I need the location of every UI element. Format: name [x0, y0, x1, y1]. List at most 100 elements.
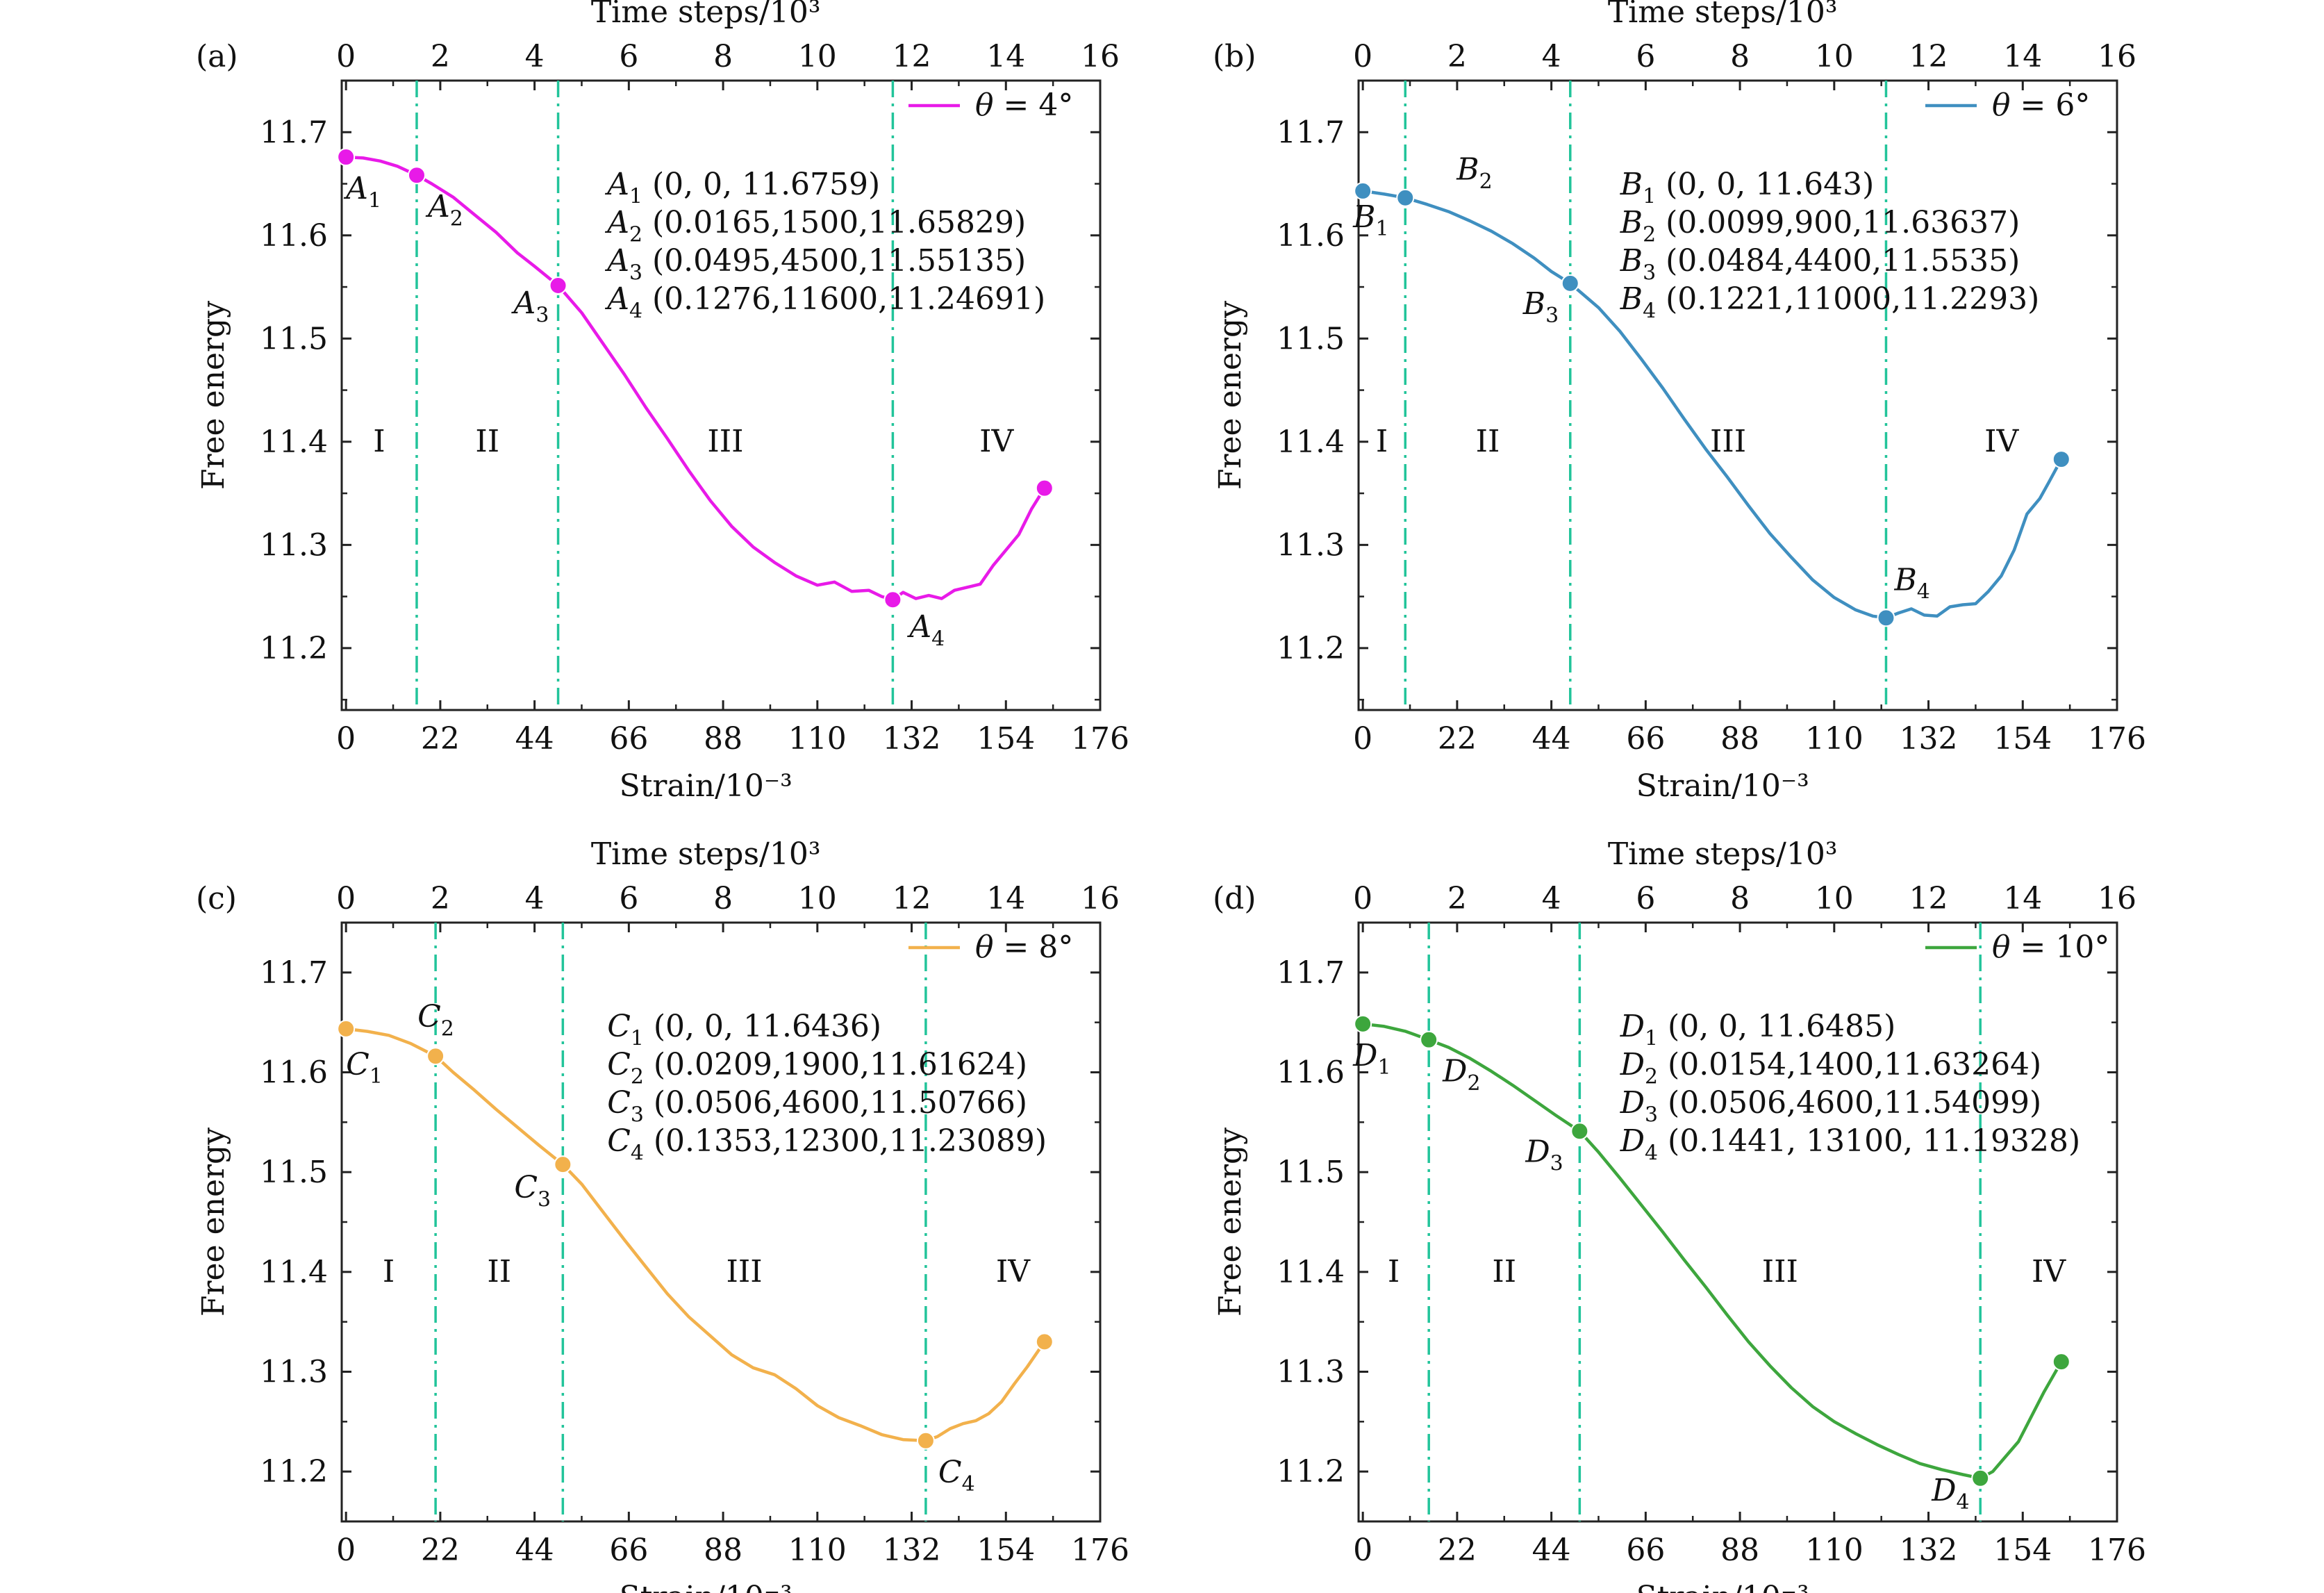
annotation-line: A4 (0.1276,11600,11.24691)	[604, 281, 1045, 323]
annotation-line: D4 (0.1441, 13100, 11.19328)	[1620, 1123, 2080, 1165]
data-point	[2052, 450, 2070, 469]
data-point	[916, 1431, 935, 1450]
x-tick-label: 0	[1353, 721, 1372, 757]
top-x-tick-label: 0	[336, 881, 356, 916]
data-point	[1396, 188, 1415, 207]
point-label: D1	[1352, 1038, 1391, 1080]
region-label: I	[383, 1254, 395, 1289]
x-tick-label: 22	[421, 721, 460, 757]
chart-panel-a: 0 22 44 66 88 110 132 154 176 0 2 4 6 8 10 12 14 16 11.2 11…	[196, 0, 1129, 804]
annotation-line: A3 (0.0495,4500,11.55135)	[604, 243, 1026, 285]
x-tick-label: 176	[1071, 1533, 1129, 1568]
top-x-tick-label: 10	[1815, 881, 1854, 916]
y-tick-label: 11.3	[1277, 527, 1345, 563]
annotation-line: B1 (0, 0, 11.643)	[1620, 167, 1875, 208]
panel-label: (b)	[1213, 39, 1256, 74]
data-point	[337, 1019, 356, 1038]
region-label: I	[373, 424, 385, 459]
top-x-tick-label: 8	[713, 881, 733, 916]
y-tick-label: 11.5	[1277, 1155, 1345, 1190]
data-point	[1570, 1122, 1589, 1141]
x-tick-label: 132	[1900, 1533, 1958, 1568]
point-label: A3	[511, 286, 549, 327]
y-tick-label: 11.2	[1277, 1454, 1345, 1489]
data-point	[549, 276, 567, 295]
panel-label: (c)	[196, 881, 237, 916]
legend-label: θ = 4°	[975, 88, 1073, 123]
top-x-tick-label: 12	[893, 881, 931, 916]
point-label: B1	[1352, 199, 1388, 241]
region-label: III	[1762, 1254, 1798, 1289]
top-x-tick-label: 2	[431, 881, 450, 916]
plot-frame	[340, 79, 1102, 711]
top-x-tick-label: 4	[1542, 39, 1561, 74]
data-point	[2052, 1353, 2070, 1371]
annotation-line: A1 (0, 0, 11.6759)	[604, 167, 880, 208]
region-label: IV	[2032, 1254, 2066, 1289]
x-tick-label: 176	[2088, 721, 2146, 757]
x-tick-label: 66	[1626, 1533, 1665, 1568]
region-label: IV	[1984, 424, 2019, 459]
x-tick-label: 176	[1071, 721, 1129, 757]
top-x-tick-label: 14	[986, 39, 1025, 74]
data-point	[1354, 181, 1372, 200]
top-x-tick-label: 12	[893, 39, 931, 74]
x-tick-label: 176	[2088, 1533, 2146, 1568]
region-label: I	[1376, 424, 1388, 459]
panel-label: (d)	[1213, 881, 1256, 916]
y-tick-label: 11.4	[260, 424, 328, 460]
y-tick-label: 11.7	[1277, 115, 1345, 150]
annotation-line: C2 (0.0209,1900,11.61624)	[607, 1047, 1027, 1089]
y-tick-label: 11.4	[1277, 1255, 1345, 1290]
data-point	[1354, 1014, 1372, 1033]
y-tick-label: 11.7	[260, 115, 328, 150]
point-label: A1	[343, 171, 381, 213]
top-x-axis-label: Time steps/10³	[1608, 836, 1838, 872]
y-tick-label: 11.7	[1277, 955, 1345, 991]
top-x-tick-label: 2	[431, 39, 450, 74]
x-tick-label: 88	[704, 1533, 742, 1568]
top-x-tick-label: 12	[1909, 881, 1948, 916]
data-point	[883, 591, 902, 609]
point-label: D2	[1442, 1054, 1480, 1096]
y-axis-label: Free energy	[1213, 1128, 1248, 1317]
y-tick-label: 11.3	[260, 1355, 328, 1390]
region-label: IV	[996, 1254, 1031, 1289]
data-point	[554, 1155, 572, 1174]
x-tick-label: 22	[421, 1533, 460, 1568]
data-point	[1035, 479, 1054, 497]
chart-panel-c: 0 22 44 66 88 110 132 154 176 0 2 4 6 8 10 12 14 16 11.2 11…	[196, 836, 1129, 1593]
y-tick-label: 11.2	[260, 1454, 328, 1489]
top-x-tick-label: 14	[986, 881, 1025, 916]
y-tick-label: 11.4	[1277, 424, 1345, 460]
top-x-tick-label: 0	[336, 39, 356, 74]
chart-panel-b: 0 22 44 66 88 110 132 154 176 0 2 4 6 8 10 12 14 16 11.2 11…	[1213, 0, 2146, 804]
data-point	[1420, 1030, 1438, 1049]
y-tick-label: 11.6	[260, 1055, 328, 1091]
series-line	[346, 155, 1046, 602]
y-tick-label: 11.5	[1277, 321, 1345, 356]
y-tick-label: 11.5	[260, 321, 328, 356]
top-x-axis-label: Time steps/10³	[591, 836, 821, 872]
x-axis-label: Strain/10⁻³	[1636, 1580, 1809, 1593]
y-tick-label: 11.6	[1277, 218, 1345, 254]
region-label: II	[487, 1254, 511, 1289]
x-axis-label: Strain/10⁻³	[620, 1580, 792, 1593]
top-x-tick-label: 12	[1909, 39, 1948, 74]
top-x-tick-label: 8	[1730, 881, 1750, 916]
x-axis-label: Strain/10⁻³	[620, 768, 792, 804]
top-x-tick-label: 6	[619, 881, 638, 916]
point-label: C4	[938, 1455, 975, 1496]
x-tick-label: 154	[1993, 1533, 2052, 1568]
point-label: B2	[1456, 152, 1492, 194]
series-line	[345, 1027, 1046, 1443]
x-tick-label: 132	[1900, 721, 1958, 757]
x-tick-label: 66	[1626, 721, 1665, 757]
top-x-tick-label: 6	[1636, 881, 1655, 916]
y-axis-label: Free energy	[196, 301, 231, 490]
region-label: III	[707, 424, 743, 459]
annotation-line: D1 (0, 0, 11.6485)	[1620, 1009, 1896, 1050]
legend-label: θ = 8°	[975, 930, 1073, 965]
x-tick-label: 44	[1532, 1533, 1571, 1568]
